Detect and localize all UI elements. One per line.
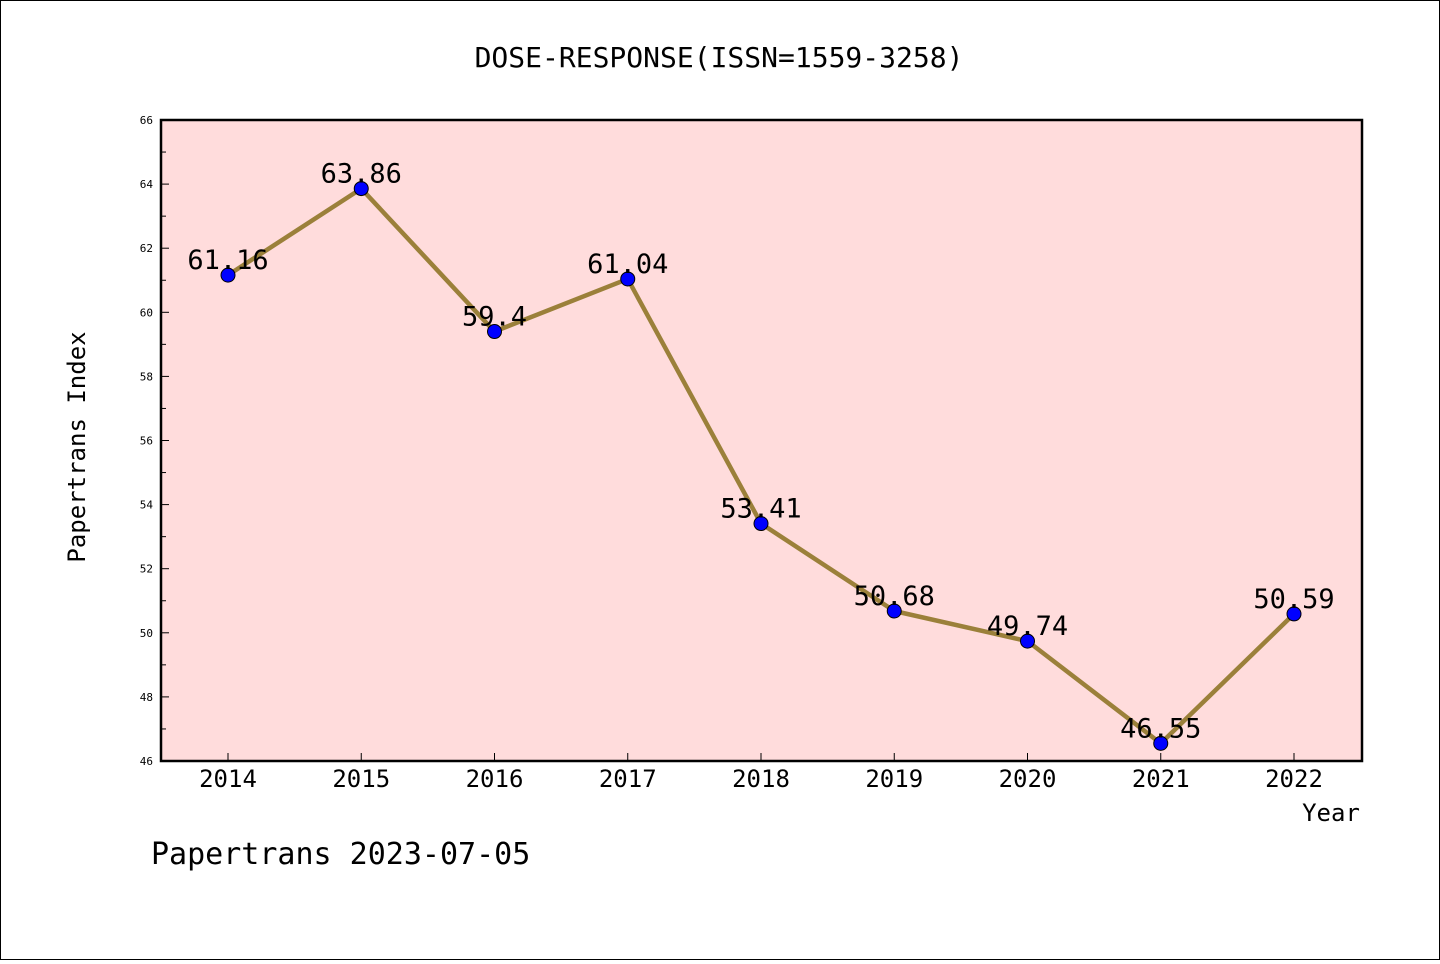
x-tick-label: 2018	[732, 765, 790, 793]
y-tick-label: 60	[140, 306, 153, 319]
y-tick-label: 58	[140, 370, 153, 383]
data-point	[353, 181, 369, 197]
data-label: 50.68	[854, 581, 935, 612]
y-tick-label: 66	[140, 114, 153, 127]
y-axis-label: Papertrans Index	[63, 331, 91, 562]
data-label: 49.74	[987, 611, 1068, 642]
y-axis: 46 48 50 52 54 56 58 60 62 64 66	[140, 114, 169, 768]
data-label: 61.04	[587, 249, 668, 280]
x-tick-label: 2021	[1132, 765, 1190, 793]
y-tick-label: 62	[140, 242, 153, 255]
x-tick-label: 2017	[599, 765, 657, 793]
data-label: 46.55	[1120, 713, 1201, 744]
data-label: 50.59	[1253, 584, 1334, 615]
footer-text: Papertrans 2023-07-05	[151, 837, 530, 872]
y-tick-label: 54	[140, 499, 154, 512]
x-tick-label: 2020	[999, 765, 1057, 793]
data-point	[620, 271, 636, 287]
data-point	[1020, 633, 1035, 649]
y-tick-label: 64	[140, 178, 154, 191]
x-tick-label: 2016	[466, 765, 524, 793]
data-label: 61.16	[187, 245, 268, 276]
x-tick-label: 2019	[865, 765, 923, 793]
x-tick-label: 2014	[199, 765, 257, 793]
y-tick-label: 46	[140, 755, 153, 768]
data-points	[220, 181, 1302, 751]
y-tick-label: 52	[140, 563, 153, 576]
data-labels: 61.16 63.86 59.4 61.04 53.41 50.68 49.74 46.55 5…	[187, 159, 1334, 745]
data-label: 53.41	[720, 494, 801, 525]
data-point	[1153, 735, 1169, 751]
x-axis: 2014 2015 2016 2017 2018 2019 2020 2021 2022	[199, 753, 1323, 793]
x-axis-label: Year	[1302, 799, 1360, 827]
y-tick-label: 50	[140, 627, 153, 640]
y-tick-label: 48	[140, 691, 153, 704]
y-tick-label: 56	[140, 435, 153, 448]
data-point	[886, 603, 902, 619]
data-point	[220, 267, 236, 283]
data-label: 63.86	[321, 159, 402, 190]
data-point	[487, 324, 502, 340]
x-tick-label: 2015	[332, 765, 390, 793]
plot-area	[159, 118, 1364, 763]
chart-title: DOSE-RESPONSE(ISSN=1559-3258)	[475, 41, 964, 74]
data-label: 59.4	[462, 302, 527, 333]
x-tick-label: 2022	[1265, 765, 1323, 793]
data-point	[753, 516, 769, 532]
data-point	[1286, 606, 1302, 622]
